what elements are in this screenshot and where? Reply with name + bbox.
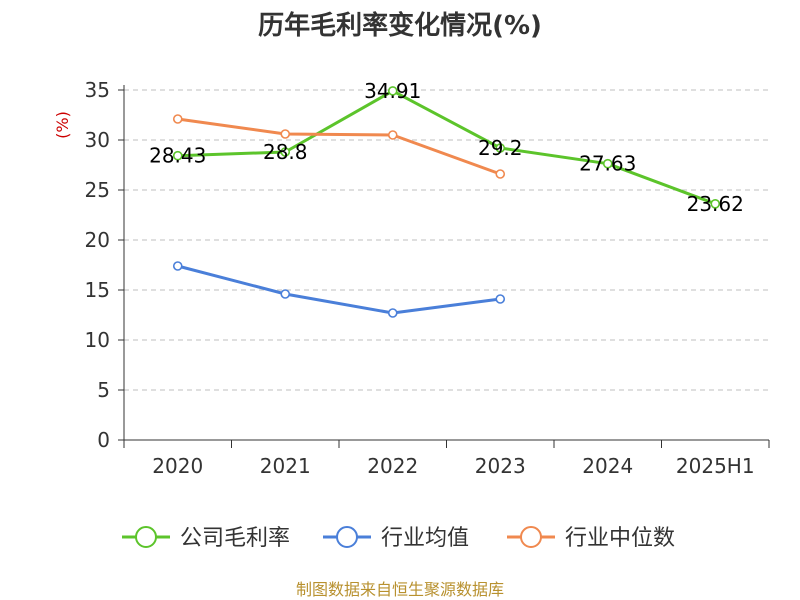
y-tick-label: 5 xyxy=(97,378,110,402)
data-labels: 28.43 28.8 34.91 29.2 27.63 23.62 xyxy=(149,79,744,216)
x-tick-label: 2020 xyxy=(152,454,203,478)
y-tick-label: 15 xyxy=(85,278,110,302)
axes: 0 5 10 15 20 25 30 35 2020 2021 2022 2023 2024 2025H1 xyxy=(85,78,770,478)
series-line-1 xyxy=(177,264,501,315)
x-tick-label: 2022 xyxy=(367,454,418,478)
data-point xyxy=(387,86,398,96)
data-label: 28.43 xyxy=(149,144,206,168)
x-tick-label: 2023 xyxy=(475,454,526,478)
x-tick-label: 2024 xyxy=(582,454,633,478)
data-point xyxy=(495,294,506,304)
y-tick-label: 0 xyxy=(97,428,110,452)
legend-label: 行业中位数 xyxy=(565,526,675,551)
source-note: 制图数据来自恒生聚源数据库 xyxy=(296,580,504,599)
data-point xyxy=(172,261,183,271)
x-tick-label: 2025H1 xyxy=(676,454,755,478)
y-tick-label: 35 xyxy=(85,78,110,102)
data-point xyxy=(280,129,291,139)
data-label: 34.91 xyxy=(364,79,421,103)
data-label: 23.62 xyxy=(687,192,744,216)
data-point xyxy=(172,150,183,161)
legend-label: 公司毛利率 xyxy=(180,526,290,551)
data-point xyxy=(387,308,398,318)
data-point xyxy=(387,130,398,140)
data-point xyxy=(280,289,291,299)
gridlines xyxy=(124,89,769,391)
data-point xyxy=(172,114,183,124)
data-label: 28.8 xyxy=(263,140,308,164)
chart-title: 历年毛利率变化情况(%) xyxy=(258,10,542,41)
data-point xyxy=(710,199,721,209)
y-tick-label: 25 xyxy=(85,178,110,202)
y-tick-label: 10 xyxy=(85,328,110,352)
y-tick-label: 20 xyxy=(85,228,110,252)
series-lines xyxy=(172,86,721,318)
x-tick-label: 2021 xyxy=(260,454,311,478)
series-line-2 xyxy=(177,117,501,176)
y-axis-unit: (%) xyxy=(53,111,72,139)
data-point xyxy=(280,147,291,157)
y-tick-label: 30 xyxy=(85,128,110,152)
legend-marker xyxy=(520,526,542,548)
data-point xyxy=(495,143,506,153)
data-point xyxy=(495,169,506,179)
legend-marker xyxy=(135,526,157,548)
data-label: 27.63 xyxy=(579,152,636,176)
legend-marker xyxy=(336,526,358,548)
series-line-0 xyxy=(177,89,716,206)
data-point xyxy=(602,158,613,169)
legend: 公司毛利率 行业均值 行业中位数 xyxy=(122,526,675,551)
legend-label: 行业均值 xyxy=(381,526,469,551)
data-label: 29.2 xyxy=(478,136,523,160)
